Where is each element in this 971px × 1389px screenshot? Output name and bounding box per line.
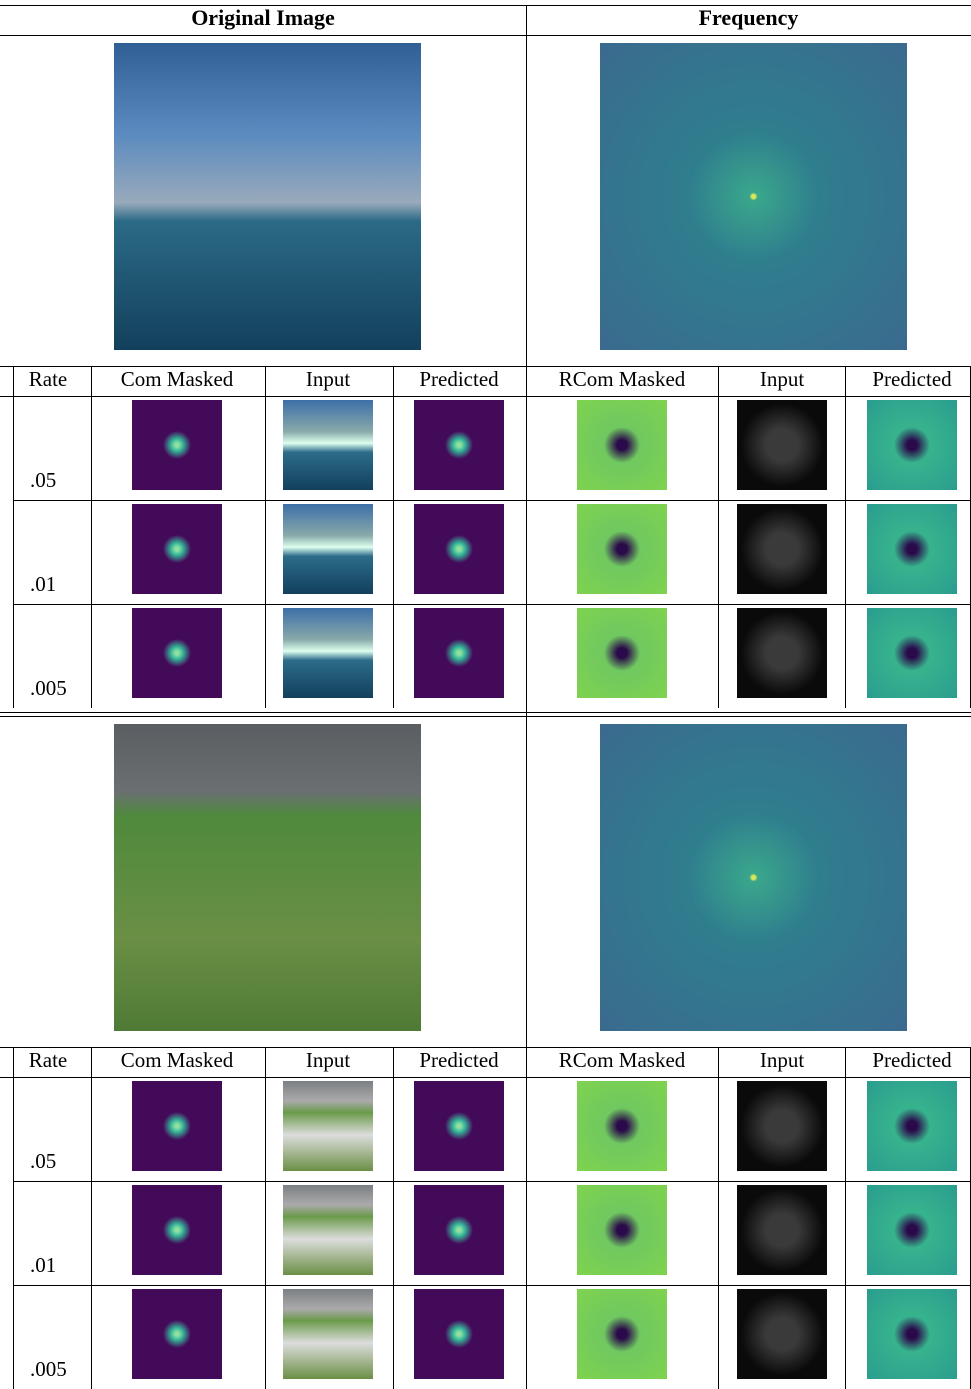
- column-header: Com Masked: [97, 1048, 257, 1073]
- thumbnail: [867, 504, 957, 594]
- column-header: Predicted: [379, 367, 539, 392]
- thumbnail: [283, 1289, 373, 1379]
- rate-label: .01: [30, 572, 56, 597]
- thumbnail: [577, 400, 667, 490]
- thumbnail: [283, 1081, 373, 1171]
- thumbnail: [867, 400, 957, 490]
- column-separator: [526, 366, 527, 708]
- thumbnail: [414, 504, 504, 594]
- column-separator: [845, 366, 846, 708]
- column-separator: [265, 1047, 266, 1389]
- rule: [0, 712, 971, 713]
- rate-label: .005: [30, 676, 67, 701]
- figure-table: Original Image Frequency RateCom MaskedI…: [0, 0, 971, 1389]
- thumbnail: [737, 400, 827, 490]
- column-separator: [13, 1047, 14, 1389]
- column-separator: [845, 1047, 846, 1389]
- column-separator: [91, 1047, 92, 1389]
- rate-label: .05: [30, 468, 56, 493]
- column-header: Predicted: [832, 1048, 971, 1073]
- thumbnail: [577, 1081, 667, 1171]
- thumbnail: [283, 400, 373, 490]
- column-separator: [718, 1047, 719, 1389]
- thumbnail: [132, 504, 222, 594]
- thumbnail: [867, 1289, 957, 1379]
- thumbnail: [132, 400, 222, 490]
- rate-label: .01: [30, 1253, 56, 1278]
- thumbnail: [132, 1081, 222, 1171]
- thumbnail: [867, 608, 957, 698]
- column-header: RCom Masked: [542, 367, 702, 392]
- column-separator: [718, 366, 719, 708]
- rate-label: .05: [30, 1149, 56, 1174]
- thumbnail: [132, 608, 222, 698]
- column-separator: [91, 366, 92, 708]
- column-separator: [393, 366, 394, 708]
- thumbnail: [577, 1289, 667, 1379]
- thumbnail: [737, 1289, 827, 1379]
- column-header: RCom Masked: [542, 1048, 702, 1073]
- original-image: [114, 43, 421, 350]
- header-left: Original Image: [0, 5, 526, 31]
- thumbnail: [132, 1185, 222, 1275]
- thumbnail: [737, 1185, 827, 1275]
- rule: [13, 604, 971, 605]
- rule: [0, 396, 971, 397]
- thumbnail: [737, 608, 827, 698]
- thumbnail: [867, 1081, 957, 1171]
- thumbnail: [577, 504, 667, 594]
- column-header: Predicted: [379, 1048, 539, 1073]
- rule: [13, 500, 971, 501]
- column-header: Predicted: [832, 367, 971, 392]
- column-separator: [393, 1047, 394, 1389]
- thumbnail: [737, 504, 827, 594]
- rate-label: .005: [30, 1357, 67, 1382]
- frequency-image: [600, 724, 907, 1031]
- frequency-image: [600, 43, 907, 350]
- header-right: Frequency: [526, 5, 971, 31]
- thumbnail: [867, 1185, 957, 1275]
- column-separator: [265, 366, 266, 708]
- column-separator: [13, 366, 14, 708]
- thumbnail: [737, 1081, 827, 1171]
- thumbnail: [414, 1185, 504, 1275]
- thumbnail: [577, 1185, 667, 1275]
- thumbnail: [283, 608, 373, 698]
- thumbnail: [283, 1185, 373, 1275]
- original-image: [114, 724, 421, 1031]
- thumbnail: [414, 608, 504, 698]
- thumbnail: [414, 1289, 504, 1379]
- thumbnail: [283, 504, 373, 594]
- thumbnail: [132, 1289, 222, 1379]
- column-separator: [526, 1047, 527, 1389]
- thumbnail: [577, 608, 667, 698]
- rule: [0, 716, 971, 717]
- thumbnail: [414, 1081, 504, 1171]
- rule: [0, 1077, 971, 1078]
- rule: [0, 35, 971, 36]
- rule: [0, 5, 971, 6]
- rule: [13, 1285, 971, 1286]
- column-header: Com Masked: [97, 367, 257, 392]
- thumbnail: [414, 400, 504, 490]
- rule: [13, 1181, 971, 1182]
